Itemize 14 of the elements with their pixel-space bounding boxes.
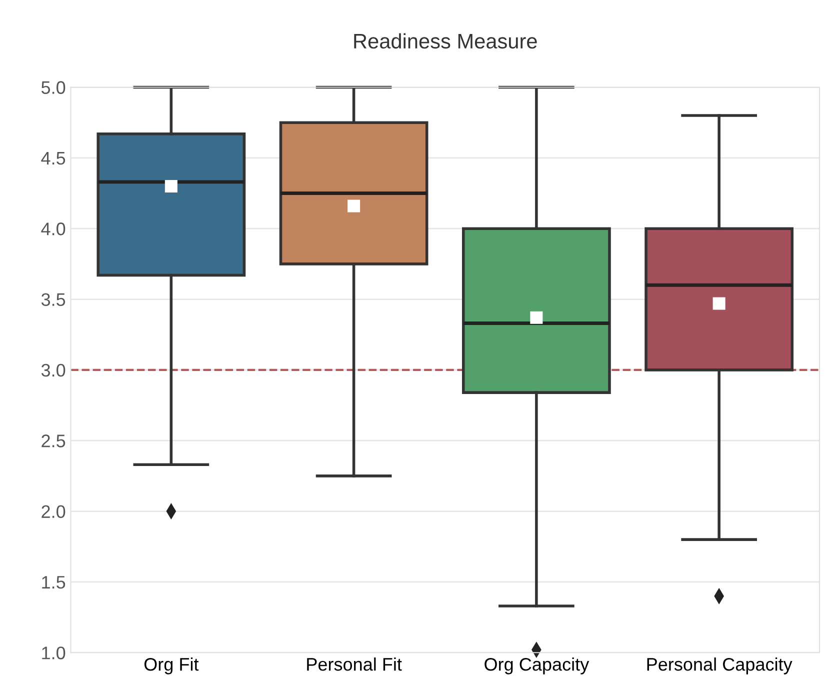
y-tick-label: 3.5 — [41, 293, 66, 306]
y-tick-label: 2.0 — [42, 505, 66, 518]
y-tick-label: 1.5 — [42, 576, 66, 589]
x-tick-label: Personal Capacity — [647, 657, 792, 674]
y-tick-label: 1.0 — [42, 646, 66, 660]
y-tick-label: 5.0 — [41, 81, 66, 94]
y-tick-label: 4.0 — [41, 222, 66, 236]
y-tick-label: 3.0 — [41, 364, 66, 377]
x-tick-label: Personal Fit — [307, 657, 402, 671]
chart-title: Readiness Measure — [354, 33, 537, 49]
x-tick-label: Org Fit — [144, 657, 199, 674]
x-tick-label: Org Capacity — [484, 657, 590, 674]
y-tick-label: 2.5 — [42, 434, 66, 448]
y-tick-label: 4.5 — [41, 152, 66, 165]
